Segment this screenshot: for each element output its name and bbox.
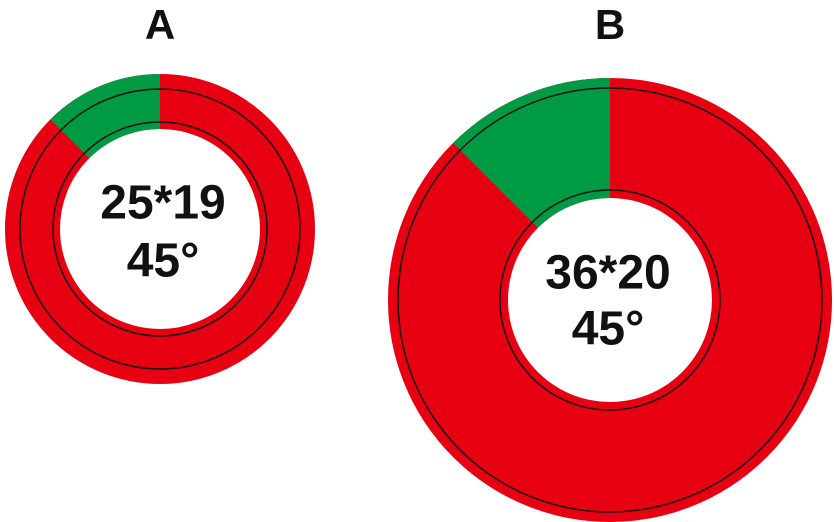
ring-a: A 25*19 45° bbox=[5, 1, 315, 384]
ring-size: 36*20 bbox=[545, 247, 670, 300]
ring-title: A bbox=[145, 1, 175, 48]
ring-green-sector bbox=[50, 74, 160, 159]
ring-line bbox=[52, 121, 268, 337]
ring-angle: 45° bbox=[572, 303, 645, 356]
ring-line bbox=[499, 189, 721, 411]
ring-angle: 45° bbox=[127, 235, 200, 288]
ring-line bbox=[397, 87, 823, 513]
ring-green-sector bbox=[453, 78, 610, 228]
ring-title: B bbox=[595, 1, 625, 48]
ring-line bbox=[19, 88, 301, 370]
ring-size: 25*19 bbox=[100, 177, 225, 230]
ring-b: B 36*20 45° bbox=[388, 1, 832, 522]
